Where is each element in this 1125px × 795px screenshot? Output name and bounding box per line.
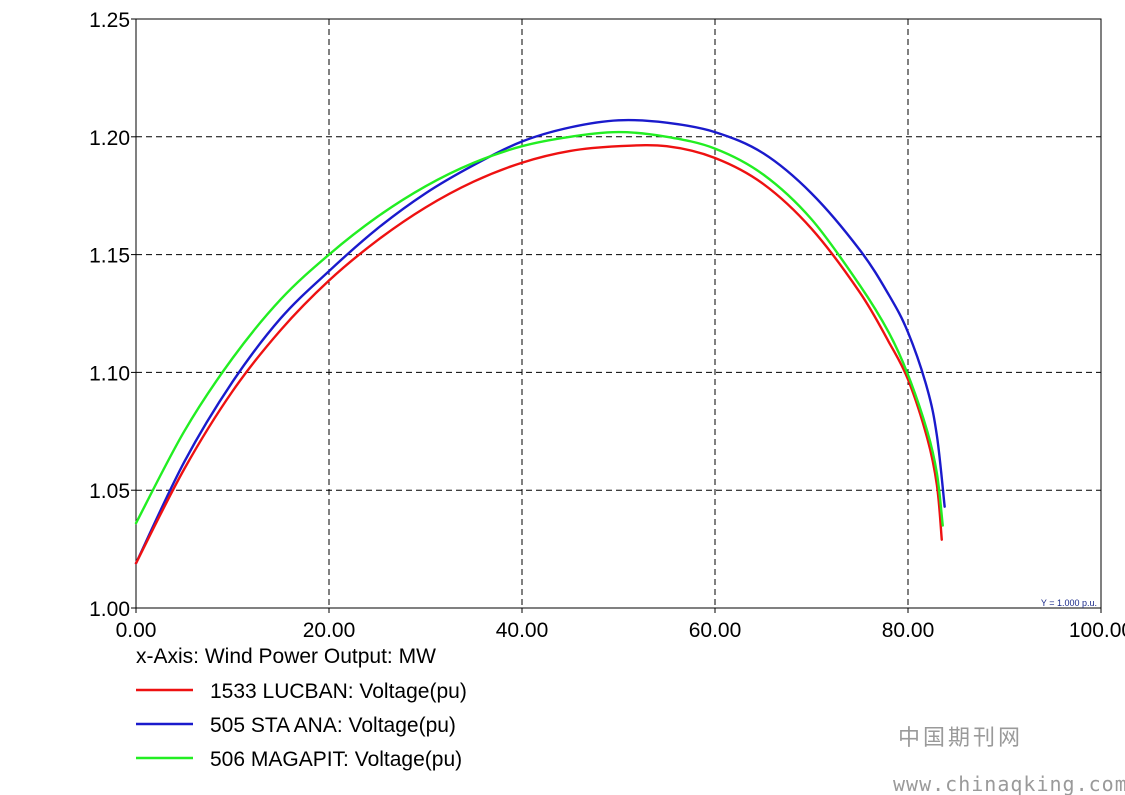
series-line xyxy=(134,118,946,565)
legend-label: 505 STA ANA: Voltage(pu) xyxy=(210,714,456,737)
x-tick-label: 0.00 xyxy=(116,619,157,642)
axis-ticks: 0.00 20.00 40.00 60.00 80.00 100.00 1.00 1.05 1.… xyxy=(89,9,1125,642)
x-tick-label: 80.00 xyxy=(882,619,935,642)
y-tick-label: 1.25 xyxy=(89,9,130,32)
x-tick-label: 100.00 xyxy=(1069,619,1125,642)
grid xyxy=(136,19,1101,608)
watermark-url: www.chinaqking.com xyxy=(893,772,1125,795)
y-tick-label: 1.00 xyxy=(89,598,130,621)
series-line xyxy=(134,130,944,527)
plot-frame xyxy=(135,18,1102,609)
y-tick-label: 1.20 xyxy=(89,127,130,150)
y-tick-label: 1.15 xyxy=(89,245,130,268)
legend: 1533 LUCBAN: Voltage(pu) 505 STA ANA: Vol… xyxy=(136,680,467,771)
x-tick-label: 60.00 xyxy=(689,619,742,642)
legend-label: 1533 LUCBAN: Voltage(pu) xyxy=(210,680,467,703)
x-axis-label: x-Axis: Wind Power Output: MW xyxy=(136,645,436,668)
series-layer xyxy=(134,118,946,565)
watermark-cn: 中国期刊网 xyxy=(898,726,1023,751)
y-tick-label: 1.10 xyxy=(89,362,130,385)
legend-label: 506 MAGAPIT: Voltage(pu) xyxy=(210,748,462,771)
x-tick-label: 40.00 xyxy=(496,619,549,642)
y-tick-label: 1.05 xyxy=(89,480,130,503)
x-tick-label: 20.00 xyxy=(303,619,356,642)
series-line xyxy=(134,143,943,565)
reference-label: Y = 1.000 p.u. xyxy=(1041,598,1097,608)
